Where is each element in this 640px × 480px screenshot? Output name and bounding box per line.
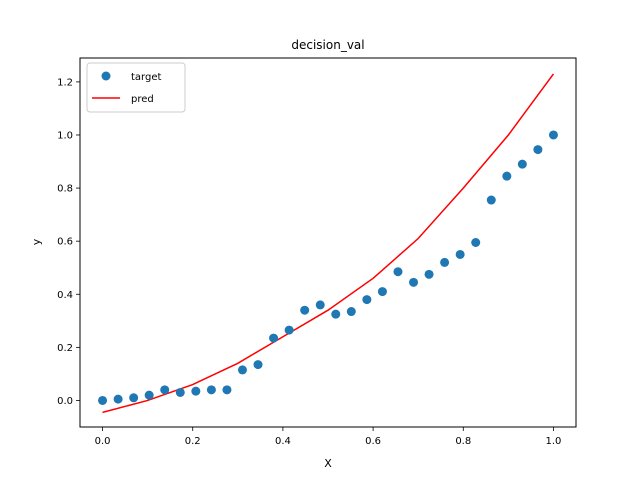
series-target-point (237, 365, 247, 375)
x-tick-label: 0.8 (455, 436, 471, 447)
series-target-point (253, 360, 263, 370)
y-tick-label: 0.6 (57, 237, 73, 248)
series-target-point (269, 333, 279, 343)
y-axis: 0.0 0.2 0.4 0.6 0.8 1.0 1.2 (57, 77, 80, 407)
x-tick-label: 0.6 (365, 436, 381, 447)
series-target-point (486, 195, 496, 205)
y-tick-label: 1.2 (57, 77, 73, 88)
y-tick-label: 0.0 (57, 396, 73, 407)
series-target-point (471, 238, 481, 247)
legend-target-label: target (131, 72, 161, 83)
series-target-point (206, 385, 216, 395)
y-tick-label: 0.4 (57, 290, 73, 301)
legend-pred-label: pred (131, 94, 154, 105)
series-target-point (409, 277, 419, 287)
series-target-point (517, 159, 527, 169)
series-target-point (284, 325, 294, 335)
series-target-point (129, 393, 139, 403)
x-tick-label: 1.0 (546, 436, 562, 447)
chart-title: decision_val (291, 38, 364, 52)
y-tick-label: 1.0 (57, 130, 73, 141)
series-target-point (455, 249, 465, 259)
series-target-point (175, 387, 185, 397)
series-target-point (144, 390, 154, 400)
series-target-point (191, 386, 201, 396)
series-target-point (222, 385, 232, 395)
series-target-point (502, 171, 512, 181)
x-tick-label: 0.0 (95, 436, 111, 447)
series-target-point (362, 295, 372, 305)
series-target-point (113, 394, 123, 404)
y-tick-label: 0.8 (57, 184, 73, 195)
series-target-point (331, 309, 341, 319)
series-target-point (160, 385, 170, 395)
legend-box (86, 62, 186, 113)
y-axis-label: y (30, 238, 43, 245)
series-target-point (98, 395, 108, 405)
series-target-point (300, 305, 310, 315)
series-target-point (440, 257, 450, 267)
legend-target-marker (101, 71, 111, 81)
x-axis: 0.0 0.2 0.4 0.6 0.8 1.0 (95, 427, 562, 447)
series-target-point (393, 267, 403, 277)
series-target-point (548, 130, 558, 140)
legend: target pred (86, 62, 186, 113)
series-target-point (533, 145, 543, 155)
series-target-point (377, 287, 387, 297)
series-target-point (315, 300, 325, 310)
x-tick-label: 0.4 (275, 436, 291, 447)
series-layer (98, 73, 558, 414)
x-tick-label: 0.2 (185, 436, 201, 447)
series-target-point (346, 307, 356, 317)
plot-area (79, 57, 577, 428)
y-tick-label: 0.2 (57, 343, 73, 354)
x-axis-label: X (324, 457, 332, 470)
series-target-point (424, 269, 434, 279)
